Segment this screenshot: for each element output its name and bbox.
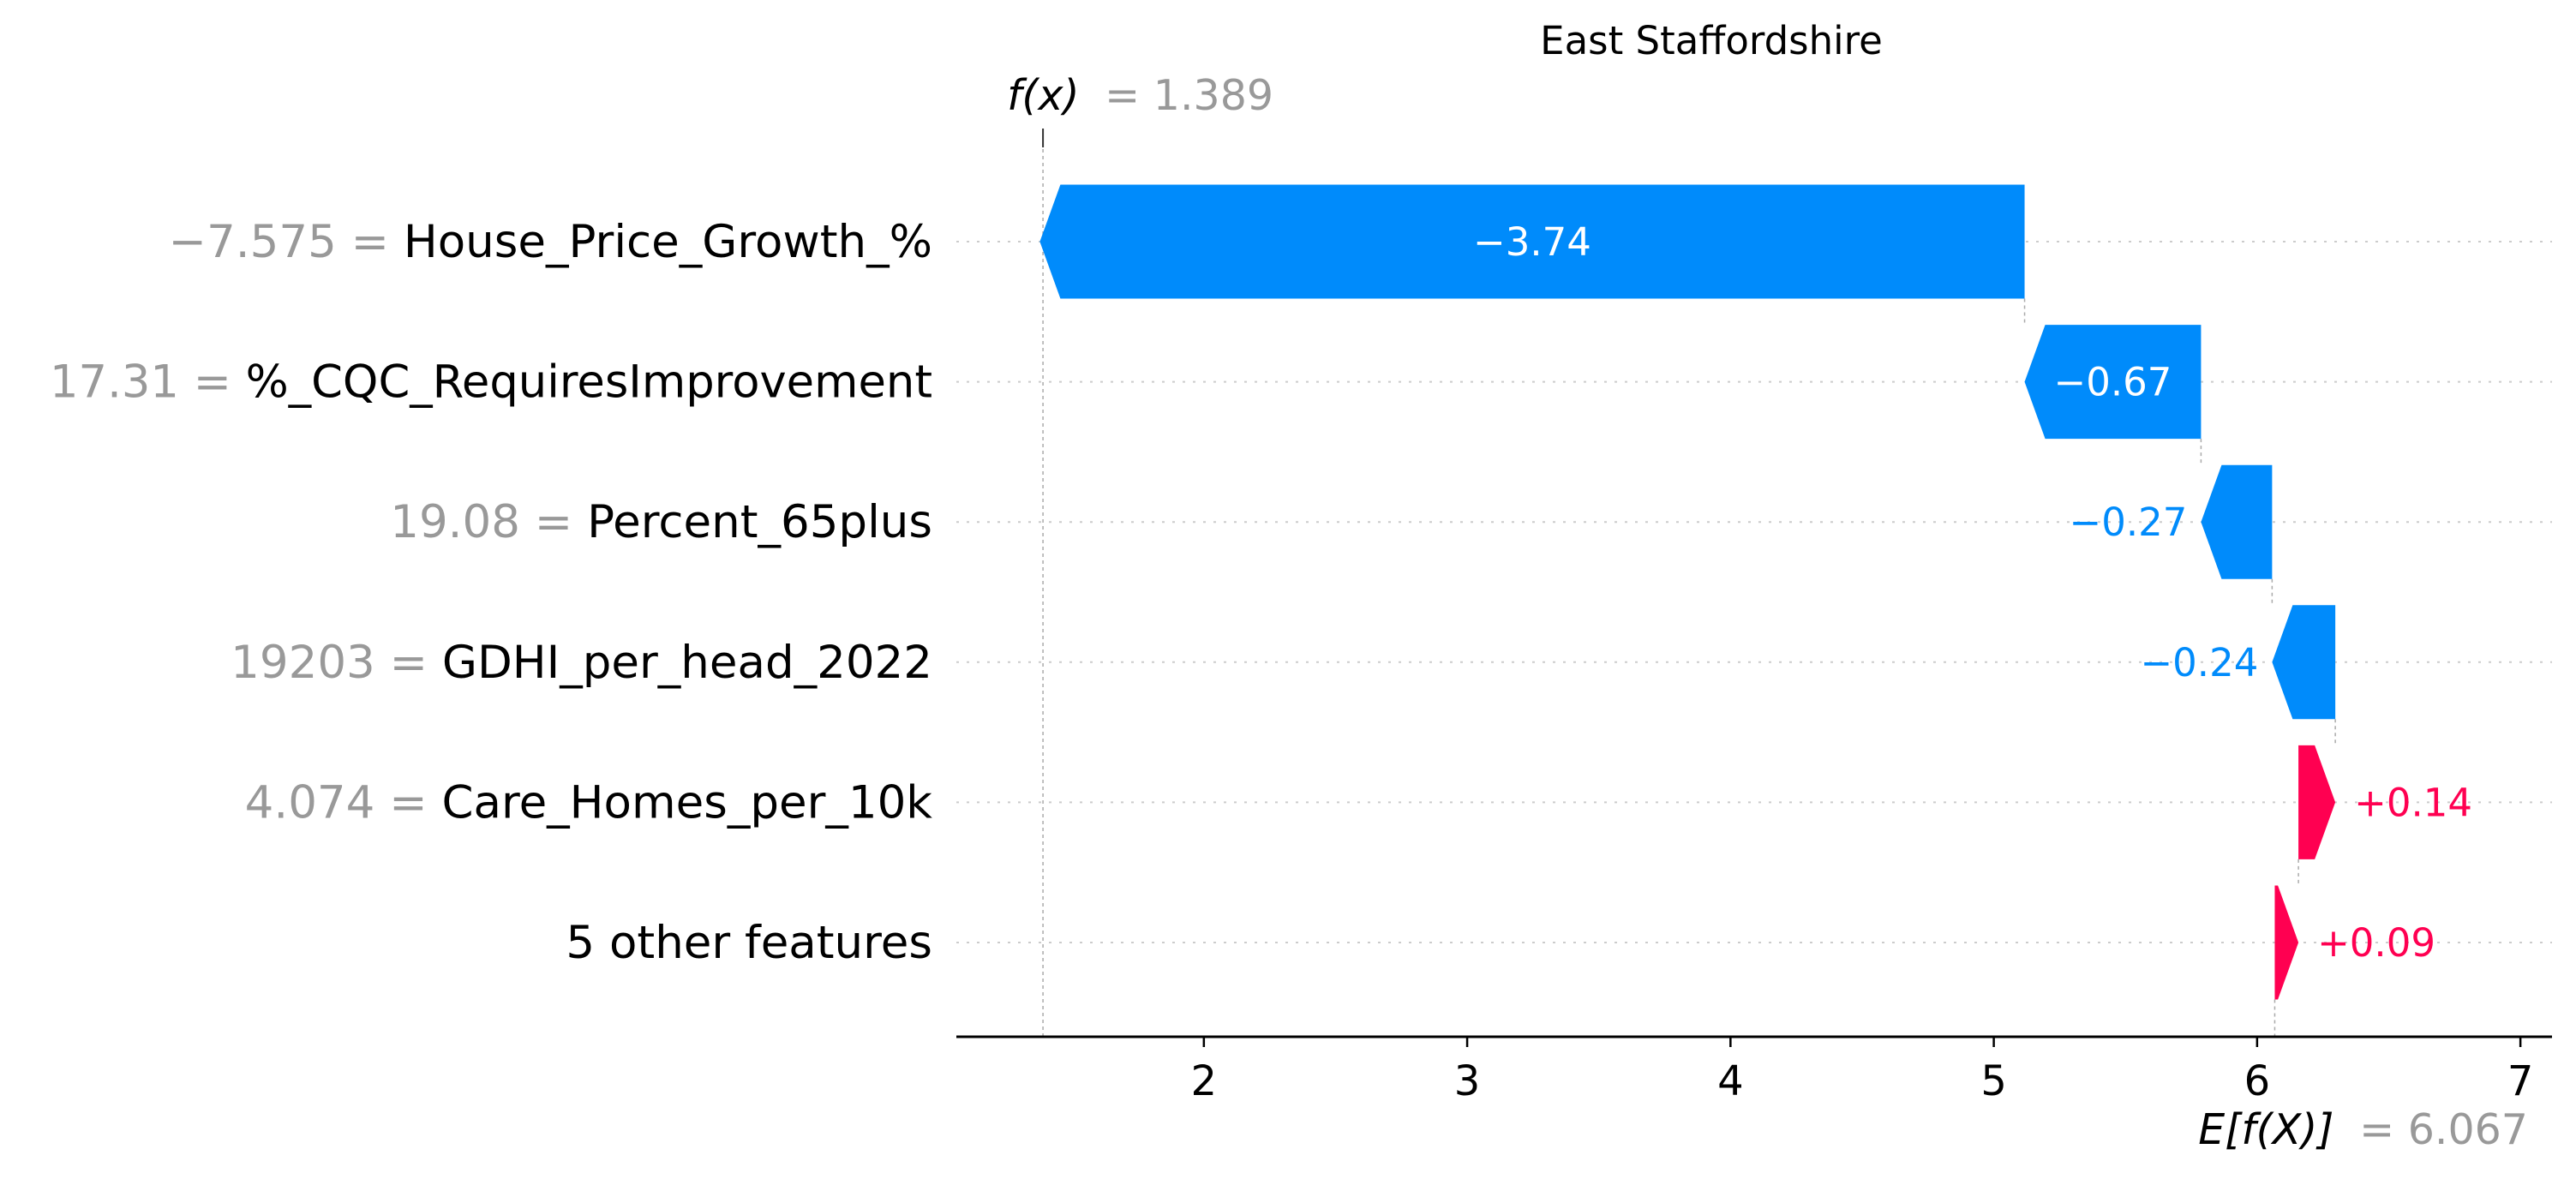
shap-value-label: +0.09	[2317, 920, 2435, 966]
x-tick-label: 5	[1980, 1057, 2007, 1105]
feature-label: 4.074 = Care_Homes_per_10k	[245, 776, 933, 829]
feature-value: 17.31 =	[50, 356, 246, 409]
output-value-symbol: f(x)	[1007, 71, 1079, 120]
feature-label: −7.575 = House_Price_Growth_%	[169, 216, 932, 268]
labels-layer: −7.575 = House_Price_Growth_% −3.74 17.31 …	[50, 216, 2472, 969]
output-value-marker: f(x) = 1.389	[1007, 71, 1273, 120]
feature-value: −7.575 =	[169, 216, 404, 268]
negative-shap-bar	[2024, 325, 2202, 440]
base-value-symbol: E[f(X)]	[2198, 1105, 2333, 1154]
x-tick-label: 2	[1191, 1057, 1218, 1105]
feature-name: 5 other features	[566, 917, 932, 969]
negative-shap-bar	[1039, 184, 2025, 299]
shap-value-label: −0.24	[2140, 640, 2258, 685]
feature-name: House_Price_Growth_%	[404, 216, 932, 268]
base-value-marker: E[f(X)] = 6.067	[2198, 1105, 2528, 1154]
feature-value: 19.08 =	[390, 496, 587, 548]
x-tick-label: 3	[1454, 1057, 1481, 1105]
feature-label: 5 other features	[566, 917, 932, 969]
output-value-label: f(x) = 1.389	[1007, 71, 1273, 120]
x-tick-label: 7	[2507, 1057, 2534, 1105]
positive-shap-bar	[2274, 885, 2299, 1000]
positive-shap-bar	[2298, 745, 2336, 859]
base-value-text: = 6.067	[2359, 1105, 2528, 1154]
negative-shap-bar	[2272, 605, 2336, 720]
feature-name: Percent_65plus	[587, 496, 932, 548]
shap-value-label: −0.27	[2070, 500, 2188, 545]
shap-value-label: −3.74	[1473, 219, 1591, 265]
x-tick-label: 6	[2244, 1057, 2271, 1105]
feature-label: 19203 = GDHI_per_head_2022	[231, 637, 932, 689]
shap-value-label: −0.67	[2054, 360, 2172, 405]
x-axis: 2 3 4 5 6 7	[956, 1035, 2552, 1105]
feature-name: GDHI_per_head_2022	[442, 637, 932, 689]
shap-value-label: +0.14	[2354, 780, 2472, 825]
feature-value: 4.074 =	[245, 776, 442, 829]
chart-title: East Staffordshire	[1540, 18, 1883, 63]
negative-shap-bar	[2201, 464, 2273, 579]
feature-label: 19.08 = Percent_65plus	[390, 496, 932, 548]
base-value-label: E[f(X)] = 6.067	[2198, 1105, 2528, 1154]
bars-layer	[1039, 184, 2336, 1000]
feature-value: 19203 =	[231, 637, 442, 689]
feature-name: Care_Homes_per_10k	[441, 776, 932, 829]
output-value-text: = 1.389	[1105, 71, 1273, 120]
feature-name: %_CQC_RequiresImprovement	[246, 356, 932, 409]
feature-label: 17.31 = %_CQC_RequiresImprovement	[50, 356, 932, 409]
grid-layer	[956, 129, 2552, 1037]
x-tick-label: 4	[1717, 1057, 1744, 1105]
